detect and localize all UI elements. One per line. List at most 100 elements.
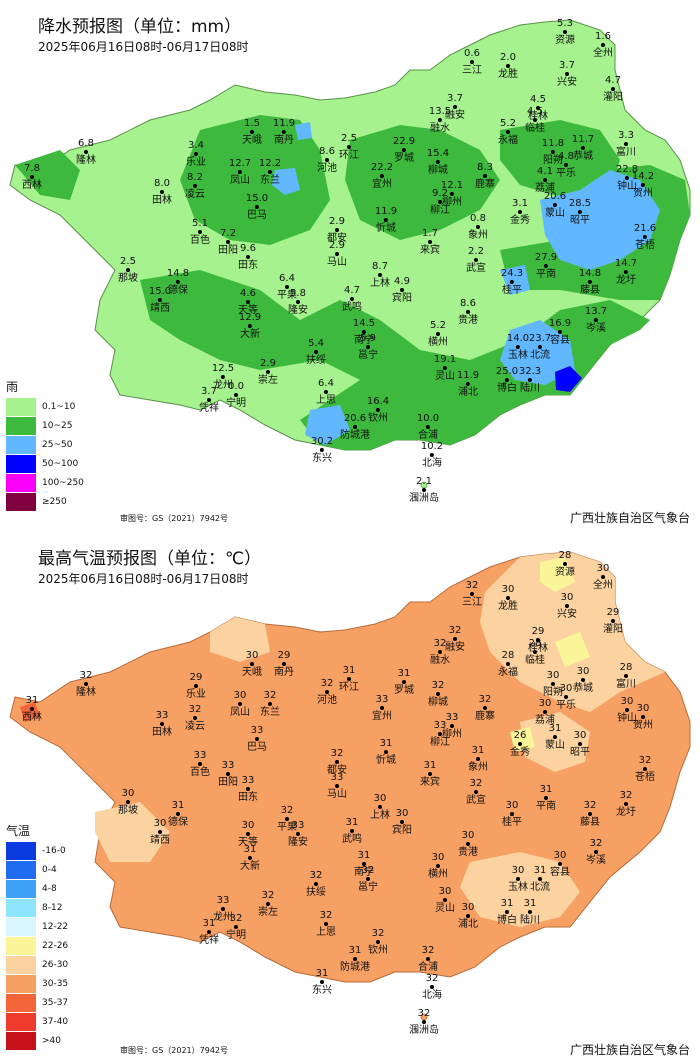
temp-station-value: 31 — [539, 784, 553, 795]
temp-band-35-37-a — [20, 702, 40, 722]
station-dot — [268, 702, 272, 706]
temp-station: 32 融水 — [430, 638, 450, 666]
temp-station-value: 32 — [417, 1008, 431, 1019]
temp-station-value: 32 — [478, 694, 492, 705]
rain-station-value: 5.1 — [192, 218, 208, 229]
rain-station-value: 2.1 — [416, 476, 432, 487]
rain-station-name: 全州 — [593, 48, 613, 59]
rain-station-value: 5.8 — [290, 288, 306, 299]
rain-station-value: 9.2 — [432, 188, 448, 199]
temp-station-name: 钦州 — [368, 945, 388, 956]
station-dot — [429, 453, 434, 457]
temp-station-value: 31 — [315, 968, 329, 979]
rain-station: 12.2 东兰 — [259, 158, 281, 186]
rain-station-name: 龙圩 — [615, 275, 636, 286]
station-dot — [400, 820, 404, 824]
rain-station-name: 武鸣 — [342, 302, 362, 313]
rain-station: 4.7 灌阳 — [603, 75, 623, 103]
rain-station-value: 4.1 — [537, 166, 553, 177]
rain-station: 4.7 武鸣 — [342, 285, 362, 313]
rain-station: 23.7 北流 — [529, 333, 551, 361]
temp-station: 33 田阳 — [218, 760, 238, 788]
station-dot — [335, 760, 339, 764]
station-dot — [476, 757, 480, 761]
station-dot — [30, 175, 34, 179]
temp-station-value: 33 — [330, 772, 344, 783]
station-dot — [483, 174, 487, 178]
rain-station-name: 柳江 — [430, 205, 450, 216]
station-dot — [255, 737, 259, 741]
legend-swatch — [6, 435, 36, 454]
station-dot — [314, 882, 318, 886]
temp-legend-item: 30-35 — [6, 974, 68, 993]
station-dot — [643, 767, 647, 771]
temp-legend-item: 0-4 — [6, 860, 68, 879]
rain-station: 2.2 武宣 — [466, 246, 486, 274]
station-dot — [353, 425, 357, 429]
temp-station-value: 29 — [277, 650, 291, 661]
station-dot — [624, 674, 628, 678]
station-dot — [383, 218, 388, 222]
rain-station-value: 12.7 — [228, 158, 252, 169]
station-dot — [362, 862, 366, 866]
temp-station-name: 鹿寨 — [475, 711, 495, 722]
temp-station: 31 武鸣 — [342, 817, 362, 845]
temp-station: 32 三江 — [462, 580, 482, 608]
temp-legend-item: -16-0 — [6, 841, 68, 860]
temp-title: 最高气温预报图（单位：℃） — [38, 549, 262, 569]
rain-station-value: 19.1 — [433, 354, 457, 365]
temp-station-value: 30 — [153, 818, 167, 829]
station-dot — [565, 72, 569, 76]
rain-station-name: 凤山 — [229, 175, 250, 186]
legend-label: 30-35 — [42, 978, 69, 989]
legend-swatch — [6, 473, 36, 492]
rain-band-10-25-north — [180, 115, 330, 245]
rain-station: 0.8 象州 — [468, 213, 488, 241]
rain-station-value: 0.0 — [228, 381, 244, 392]
station-dot — [536, 106, 540, 110]
temp-station-value: 32 — [371, 928, 385, 939]
station-dot — [324, 390, 328, 394]
station-dot — [314, 350, 318, 354]
rain-station: 2.9 崇左 — [258, 358, 278, 386]
rain-station: 24.3 桂平 — [501, 268, 523, 296]
rain-station-value: 12.5 — [211, 363, 235, 374]
temp-map — [9, 551, 691, 1021]
temp-station-value: 31 — [533, 865, 547, 876]
rain-station-value: 8.6 — [319, 146, 335, 157]
legend-label: 100~250 — [42, 477, 84, 488]
rain-band-10-25-center — [345, 125, 500, 240]
rain-station-name: 合浦 — [417, 430, 438, 441]
temp-station-name: 涠洲岛 — [409, 1025, 439, 1036]
station-dot — [430, 985, 434, 989]
rain-station-value: 0.6 — [464, 48, 480, 59]
rain-station-value: 20.6 — [543, 191, 567, 202]
station-dot — [563, 30, 567, 34]
rain-station-value: 15.0 — [148, 286, 172, 297]
station-dot — [234, 393, 238, 397]
rain-station-value: 22.8 — [615, 164, 639, 175]
temp-map-number: 审图号：GS（2021）7942号 — [120, 1046, 228, 1055]
temp-station: 31 凭祥 — [199, 918, 219, 946]
rain-station-value: 14.8 — [166, 268, 190, 279]
rain-station-name: 资源 — [555, 35, 575, 46]
rain-station: 11.9 南丹 — [273, 118, 295, 146]
rain-station-name: 恭城 — [572, 151, 593, 162]
temp-station-value: 30 — [546, 670, 560, 681]
rain-station: 20.6 防城港 — [340, 413, 370, 441]
rain-org: 广西壮族自治区气象台 — [569, 511, 690, 525]
station-dot — [640, 183, 645, 187]
rain-station-value: 16.4 — [366, 396, 390, 407]
temp-station-name: 阳朔 — [543, 687, 563, 698]
station-dot — [378, 273, 382, 277]
rain-station: 5.9 邕宁 — [358, 333, 378, 361]
station-dot — [593, 318, 598, 322]
rain-station: 1.5 天峨 — [242, 118, 262, 146]
temp-station: 32 崇左 — [258, 890, 278, 918]
rain-station: 5.2 永福 — [498, 118, 518, 146]
station-dot — [533, 650, 537, 654]
temp-station-value: 32 — [319, 910, 333, 921]
temp-station-value: 33 — [221, 760, 235, 771]
rain-station: 15.0 靖西 — [149, 286, 171, 314]
rain-station-value: 5.2 — [500, 118, 516, 129]
